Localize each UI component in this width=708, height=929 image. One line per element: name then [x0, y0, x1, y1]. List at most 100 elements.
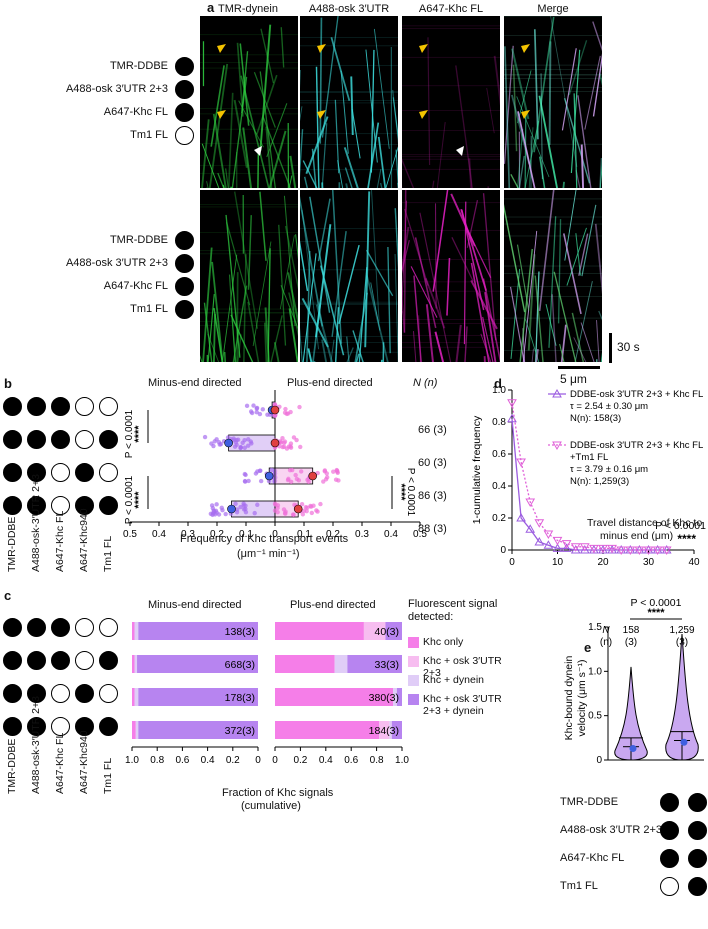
- b-point: [225, 435, 231, 440]
- c-bar-plus-segment: [393, 688, 397, 706]
- kymograph-track: [517, 111, 536, 188]
- kymograph-track: [331, 190, 343, 344]
- d-x-tick-label: 40: [688, 557, 700, 568]
- b-point: [249, 441, 254, 446]
- condition-dot: [3, 717, 22, 736]
- kymograph-track: [563, 98, 591, 184]
- kymograph-track: [402, 158, 415, 188]
- c-bar-plus-segment: [396, 688, 402, 706]
- condition-dot: [175, 57, 194, 76]
- e-n-value: 158: [623, 625, 640, 636]
- b-point: [243, 503, 248, 508]
- yellow-arrowhead-1: [521, 44, 530, 53]
- kymograph-track: [538, 95, 558, 188]
- c-bar-minus-segment: [134, 688, 139, 706]
- d-stars: ****: [677, 532, 696, 546]
- kymograph-track: [517, 70, 532, 124]
- e-row-label-1: TMR-DDBE: [560, 796, 619, 808]
- kymograph-2-1: [200, 190, 298, 362]
- condition-dot: [175, 277, 194, 296]
- e-y-tick-label: 1.5: [588, 622, 602, 633]
- b-mean-marker: [227, 504, 236, 514]
- time-scale-bar: [609, 333, 612, 363]
- kymograph-track: [595, 359, 598, 362]
- b-n-value: 66 (3): [418, 424, 447, 436]
- b-x-tick-label: 0.2: [210, 529, 224, 540]
- kymograph-track: [315, 304, 333, 362]
- b-point: [254, 406, 259, 411]
- d-point: [598, 544, 608, 554]
- e-n-header: N: [602, 625, 610, 636]
- d-point: [561, 540, 572, 549]
- condition-dot: [660, 821, 679, 840]
- kymograph-track: [524, 120, 540, 188]
- kymograph-track: [545, 303, 557, 346]
- kymograph-track: [550, 16, 578, 167]
- condition-dot: [660, 877, 679, 896]
- kymograph-track: [225, 214, 241, 358]
- b-point: [282, 439, 288, 444]
- kymograph-track: [306, 251, 311, 362]
- kymograph-1-2: [300, 16, 398, 188]
- kymograph-track: [413, 275, 422, 362]
- c-bar-minus-segment: [132, 655, 135, 673]
- kymograph-track: [300, 129, 304, 178]
- c-count-plus: 380(3): [369, 692, 399, 704]
- c-x-tick-label: 0.8: [150, 755, 164, 766]
- kymograph-track: [243, 254, 247, 362]
- time-scale-label: 30 s: [617, 340, 640, 354]
- d-point: [534, 519, 545, 528]
- b-point: [288, 441, 294, 446]
- condition-dot: [3, 496, 22, 515]
- legend-swatch-4: [408, 694, 419, 705]
- kymograph-track: [225, 168, 229, 188]
- kymograph-track: [207, 293, 215, 362]
- condition-dot: [75, 397, 94, 416]
- c-count-plus: 33(3): [374, 659, 399, 671]
- kymograph-track: [247, 215, 252, 290]
- space-scale-label: 5 μm: [560, 372, 587, 386]
- b-point: [300, 512, 306, 517]
- c-legend-title: Fluorescent signal detected:: [408, 598, 498, 623]
- kymograph-track: [435, 203, 437, 309]
- kymograph-1-1: [200, 16, 298, 188]
- b-minus-title: Minus-end directed: [148, 377, 242, 389]
- kymograph-track: [581, 204, 597, 277]
- e-row-label-4: Tm1 FL: [560, 880, 598, 892]
- condition-dot: [3, 618, 22, 637]
- kymograph-track: [596, 320, 600, 362]
- b-point: [278, 440, 284, 445]
- b-point: [275, 503, 281, 508]
- d-y-tick-label: 0.8: [492, 417, 506, 428]
- kymograph-track: [571, 312, 585, 362]
- d-legend1-line: N(n): 158(3): [570, 413, 621, 424]
- b-stars-left-2: ****: [133, 491, 145, 509]
- kymograph-track: [355, 353, 360, 362]
- e-mean-marker: [629, 744, 637, 752]
- kymograph-track: [213, 307, 223, 362]
- kymograph-track: [212, 113, 227, 188]
- kymograph-track: [573, 337, 587, 362]
- d-point: [552, 536, 563, 546]
- c-x-title: Fraction of Khc signals: [222, 787, 334, 799]
- c-count-plus: 40(3): [374, 626, 399, 638]
- kymograph-track: [432, 180, 435, 188]
- b-p-left-2: P < 0.0001: [124, 475, 135, 524]
- b-point: [269, 467, 274, 473]
- kymograph-track: [206, 354, 209, 362]
- condition-dot: [3, 684, 22, 703]
- b-point: [238, 504, 243, 510]
- kymograph-track: [265, 126, 273, 188]
- row-label-2: A488-osk 3′UTR 2+3: [65, 83, 168, 95]
- b-point: [211, 443, 216, 449]
- kymograph-track: [371, 190, 380, 322]
- kymograph-track: [580, 144, 585, 188]
- c-bar-plus-segment: [275, 622, 364, 640]
- b-x-tick-label: 0.3: [181, 529, 195, 540]
- d-y-tick-label: 1.0: [492, 385, 506, 396]
- panel-label-e: e: [584, 640, 592, 655]
- condition-dot: [51, 651, 70, 670]
- panel-label-b: b: [4, 376, 12, 391]
- d-point: [570, 543, 581, 552]
- kymograph-track: [446, 257, 451, 316]
